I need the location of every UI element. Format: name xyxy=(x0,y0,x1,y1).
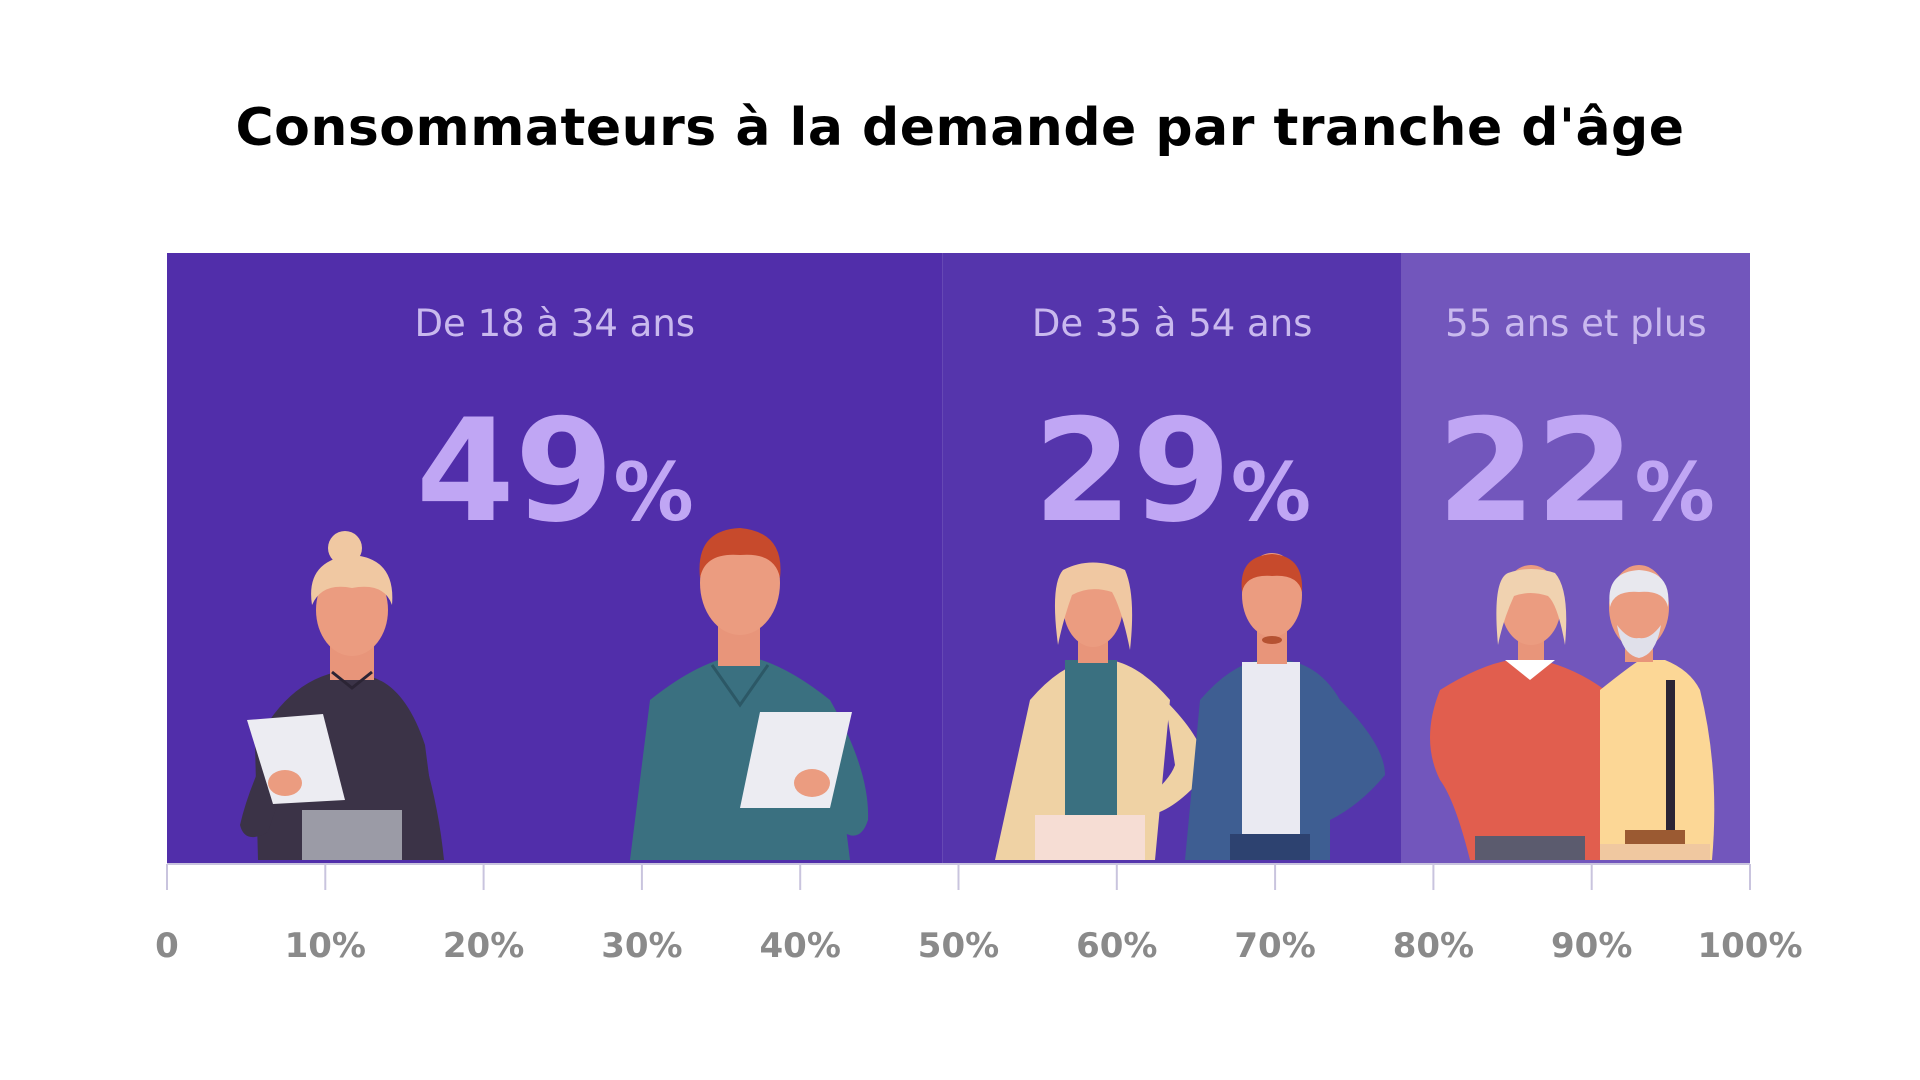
x-tick-label: 30% xyxy=(601,926,682,966)
x-tick-label: 70% xyxy=(1234,926,1315,966)
woman-with-tablet-icon xyxy=(240,531,444,860)
segment-value-2: 29% xyxy=(1033,389,1311,554)
older-woman-in-sweater-icon xyxy=(1430,565,1621,860)
segment-label-2: De 35 à 54 ans xyxy=(1032,302,1313,345)
x-tick-label: 90% xyxy=(1551,926,1632,966)
segment-text-layer: De 18 à 34 ans 49% De 35 à 54 ans 29% 55 ans… xyxy=(415,302,1715,554)
man-in-suit-icon xyxy=(1185,553,1385,860)
x-tick-label: 40% xyxy=(760,926,841,966)
chart-title: Consommateurs à la demande par tranche d… xyxy=(235,98,1685,158)
x-tick-label: 0 xyxy=(155,926,179,966)
x-tick-label: 50% xyxy=(918,926,999,966)
x-tick-label: 10% xyxy=(285,926,366,966)
segment-value-3: 22% xyxy=(1437,389,1715,554)
woman-in-blazer-icon xyxy=(995,562,1206,860)
older-man-with-beard-icon xyxy=(1600,565,1715,860)
man-with-tablet-icon xyxy=(630,528,869,860)
x-tick-label: 20% xyxy=(443,926,524,966)
x-tick-label: 100% xyxy=(1697,926,1802,966)
people-illustrations xyxy=(240,528,1715,860)
x-tick-label: 80% xyxy=(1393,926,1474,966)
x-axis-ticks: 0 10% 20% 30% 40% 50% 60% 70% 80% 90% 100% xyxy=(155,864,1803,966)
segment-label-3: 55 ans et plus xyxy=(1445,302,1707,345)
segment-value-1: 49% xyxy=(416,389,694,554)
x-tick-label: 60% xyxy=(1076,926,1157,966)
segment-label-1: De 18 à 34 ans xyxy=(415,302,696,345)
